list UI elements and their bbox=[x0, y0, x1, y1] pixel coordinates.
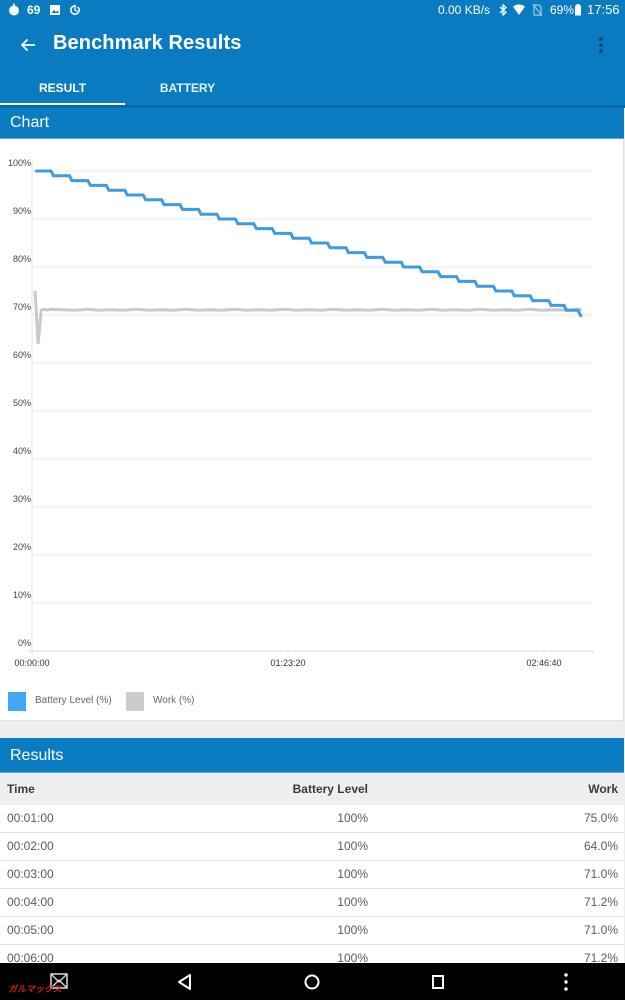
overflow-menu-button[interactable] bbox=[590, 33, 612, 57]
watermark: ガルマックス bbox=[8, 984, 62, 994]
y-tick-label: 70% bbox=[13, 302, 31, 312]
arrow-left-icon bbox=[20, 38, 35, 52]
cell-time: 00:06:00 bbox=[7, 951, 54, 965]
cell-battery: 100% bbox=[337, 867, 368, 881]
y-tick-label: 100% bbox=[8, 158, 31, 168]
cell-time: 00:03:00 bbox=[7, 867, 54, 881]
home-icon bbox=[304, 974, 320, 990]
legend-work-label: Work (%) bbox=[153, 695, 195, 706]
back-icon bbox=[178, 974, 191, 990]
cell-work: 64.0% bbox=[583, 839, 618, 853]
legend-battery-swatch bbox=[8, 692, 26, 711]
recents-icon bbox=[432, 975, 444, 989]
cell-work: 71.0% bbox=[583, 867, 618, 881]
nav-menu-button[interactable] bbox=[553, 969, 579, 995]
y-tick-label: 60% bbox=[13, 350, 31, 360]
app-bar: Benchmark Results bbox=[0, 20, 625, 70]
y-tick-label: 20% bbox=[13, 542, 31, 552]
column-header-time: Time bbox=[7, 782, 35, 796]
y-tick-label: 80% bbox=[13, 254, 31, 264]
chart-section-header: Chart bbox=[0, 108, 624, 139]
table-row: 00:01:00 100% 75.0% bbox=[0, 805, 624, 833]
bluetooth-icon bbox=[498, 0, 508, 20]
cell-battery: 100% bbox=[337, 839, 368, 853]
tab-bar: RESULT BATTERY bbox=[0, 70, 625, 106]
cell-work: 71.2% bbox=[583, 895, 618, 909]
active-tab-indicator bbox=[0, 103, 125, 106]
cell-work: 71.0% bbox=[583, 923, 618, 937]
more-vert-icon bbox=[599, 37, 603, 53]
no-sim-icon bbox=[531, 0, 543, 20]
cell-battery: 100% bbox=[337, 951, 368, 965]
cell-battery: 100% bbox=[337, 811, 368, 825]
table-row: 00:05:00 100% 71.0% bbox=[0, 917, 624, 945]
cell-time: 00:04:00 bbox=[7, 895, 54, 909]
battery-icon bbox=[574, 0, 582, 20]
image-icon bbox=[49, 0, 61, 20]
page-title: Benchmark Results bbox=[53, 32, 242, 54]
battery-level-series bbox=[35, 169, 583, 318]
table-row: 00:02:00 100% 64.0% bbox=[0, 833, 624, 861]
cell-time: 00:05:00 bbox=[7, 923, 54, 937]
y-tick-label: 30% bbox=[13, 494, 31, 504]
notification-drop-icon bbox=[8, 0, 20, 20]
wifi-icon bbox=[512, 0, 526, 20]
results-section-title: Results bbox=[10, 747, 64, 764]
tab-result[interactable]: RESULT bbox=[38, 81, 87, 95]
y-tick-label: 40% bbox=[13, 446, 31, 456]
status-bar: 69 0.00 KB/s 69% 17:56 bbox=[0, 0, 625, 20]
column-header-battery-level: Battery Level bbox=[292, 782, 368, 796]
tab-battery[interactable]: BATTERY bbox=[159, 81, 216, 95]
chart-card: 100% 90% 80% 70% 60% 50% 40% 30% 20% 10% 0% 00:00:0… bbox=[0, 139, 624, 721]
x-tick-label: 01:23:20 bbox=[270, 658, 305, 668]
cell-battery: 100% bbox=[337, 895, 368, 909]
notification-mail-button[interactable] bbox=[46, 969, 72, 995]
nav-home-button[interactable] bbox=[299, 969, 325, 995]
cell-time: 00:02:00 bbox=[7, 839, 54, 853]
legend-work-swatch bbox=[126, 692, 144, 711]
cell-time: 00:01:00 bbox=[7, 811, 54, 825]
x-tick-label: 02:46:40 bbox=[526, 658, 561, 668]
table-row: 00:03:00 100% 71.0% bbox=[0, 861, 624, 889]
cell-work: 75.0% bbox=[583, 811, 618, 825]
results-table-header: Time Battery Level Work bbox=[0, 773, 624, 805]
nav-recents-button[interactable] bbox=[425, 969, 451, 995]
work-series bbox=[33, 290, 583, 344]
tab-bar-shadow bbox=[0, 105, 625, 108]
chart-section-title: Chart bbox=[10, 114, 50, 131]
y-tick-label: 10% bbox=[13, 590, 31, 600]
legend-battery-label: Battery Level (%) bbox=[35, 695, 112, 706]
y-tick-label: 90% bbox=[13, 206, 31, 216]
y-tick-label: 50% bbox=[13, 398, 31, 408]
cell-work: 71.2% bbox=[583, 951, 618, 965]
clock: 17:56 bbox=[587, 2, 620, 17]
results-section-header: Results bbox=[0, 738, 624, 773]
mail-icon bbox=[50, 973, 68, 989]
y-tick-label: 0% bbox=[18, 638, 31, 648]
back-button[interactable] bbox=[16, 33, 40, 57]
column-header-work: Work bbox=[588, 782, 618, 796]
more-vert-icon bbox=[564, 973, 568, 991]
sync-icon bbox=[69, 0, 81, 20]
system-nav-bar: ガルマックス bbox=[0, 963, 625, 1000]
x-tick-label: 00:00:00 bbox=[14, 658, 49, 668]
nav-back-button[interactable] bbox=[172, 969, 198, 995]
cell-battery: 100% bbox=[337, 923, 368, 937]
notification-count: 69 bbox=[27, 3, 41, 17]
network-speed: 0.00 KB/s bbox=[438, 3, 491, 17]
line-chart: 100% 90% 80% 70% 60% 50% 40% 30% 20% 10% 0% 00:00:0… bbox=[8, 158, 594, 668]
battery-percent: 69% bbox=[550, 3, 575, 17]
table-row: 00:04:00 100% 71.2% bbox=[0, 889, 624, 917]
